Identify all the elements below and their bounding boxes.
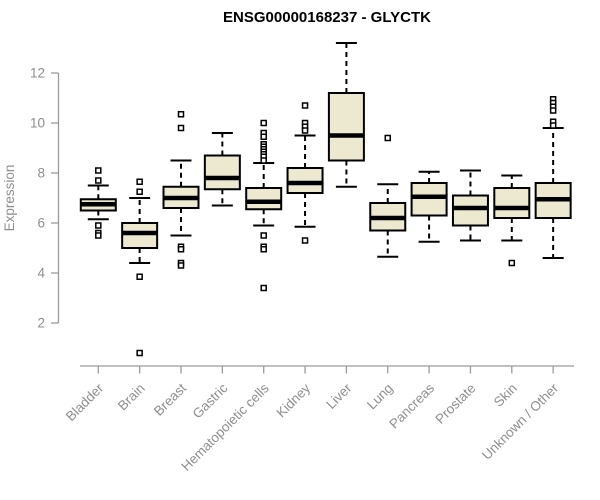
outlier-point (549, 107, 557, 114)
outlier-point (301, 102, 309, 109)
iqr-box (245, 187, 283, 211)
outlier-point (177, 111, 185, 118)
outlier-point (136, 178, 143, 185)
outlier-point (177, 262, 185, 269)
y-tick-label: 4 (37, 266, 45, 281)
iqr-box (327, 92, 365, 162)
outlier-point (508, 259, 516, 267)
outlier-point (260, 157, 267, 164)
y-tick-label: 6 (37, 216, 45, 231)
outlier-point (136, 273, 143, 280)
outlier-point (136, 188, 143, 195)
outlier-point (177, 246, 185, 253)
outlier-point (136, 349, 143, 357)
box-group-lung (369, 134, 407, 258)
outlier-point (95, 222, 102, 229)
outlier-point (301, 237, 309, 244)
outlier-point (95, 232, 102, 239)
y-tick-label: 8 (37, 166, 45, 181)
x-tick-label-prostate: Prostate (432, 381, 478, 427)
outlier-point (260, 284, 267, 292)
chart-title: ENSG00000168237 - GLYCTK (223, 9, 431, 26)
iqr-box (121, 222, 159, 249)
box-group-gastric (203, 132, 241, 207)
outlier-point (95, 167, 102, 174)
y-tick-label: 2 (37, 316, 45, 331)
box-group-bladder (79, 167, 117, 239)
x-tick-label-liver: Liver (323, 380, 355, 412)
outlier-point (384, 134, 391, 142)
iqr-box (203, 154, 241, 191)
iqr-box (451, 194, 489, 227)
x-tick-label-brain: Brain (115, 381, 148, 414)
outlier-point (260, 232, 267, 239)
box-group-kidney (286, 102, 324, 244)
box-group-prostate (451, 169, 489, 242)
outlier-point (95, 177, 102, 184)
x-tick-label-pancreas: Pancreas (386, 380, 437, 431)
x-tick-label-gastric: Gastric (190, 380, 231, 421)
box-group-hematopoietic-cells (245, 119, 283, 292)
outlier-point (260, 246, 267, 253)
x-tick-label-breast: Breast (151, 380, 189, 418)
outlier-point (177, 124, 185, 132)
y-tick-label: 10 (30, 116, 45, 131)
x-tick-label-bladder: Bladder (63, 380, 107, 424)
iqr-box (493, 187, 531, 219)
outlier-point (260, 133, 267, 140)
y-tick-label: 12 (30, 66, 45, 81)
box-group-unknown-other (534, 96, 572, 259)
iqr-box (410, 182, 448, 217)
box-group-brain (121, 178, 159, 357)
x-tick-label-lung: Lung (364, 381, 396, 413)
iqr-box (286, 167, 324, 194)
box-group-breast (162, 111, 200, 269)
outlier-point (549, 122, 557, 129)
x-tick-label-kidney: Kidney (273, 380, 313, 420)
y-axis-label: Expression (2, 165, 17, 232)
outlier-point (260, 119, 267, 127)
outlier-point (301, 127, 309, 134)
x-tick-label-skin: Skin (491, 381, 520, 410)
x-tick-label-unknown-other: Unknown / Other (479, 380, 562, 463)
box-group-liver (327, 42, 365, 188)
box-group-skin (493, 174, 531, 267)
box-group-pancreas (410, 170, 448, 243)
